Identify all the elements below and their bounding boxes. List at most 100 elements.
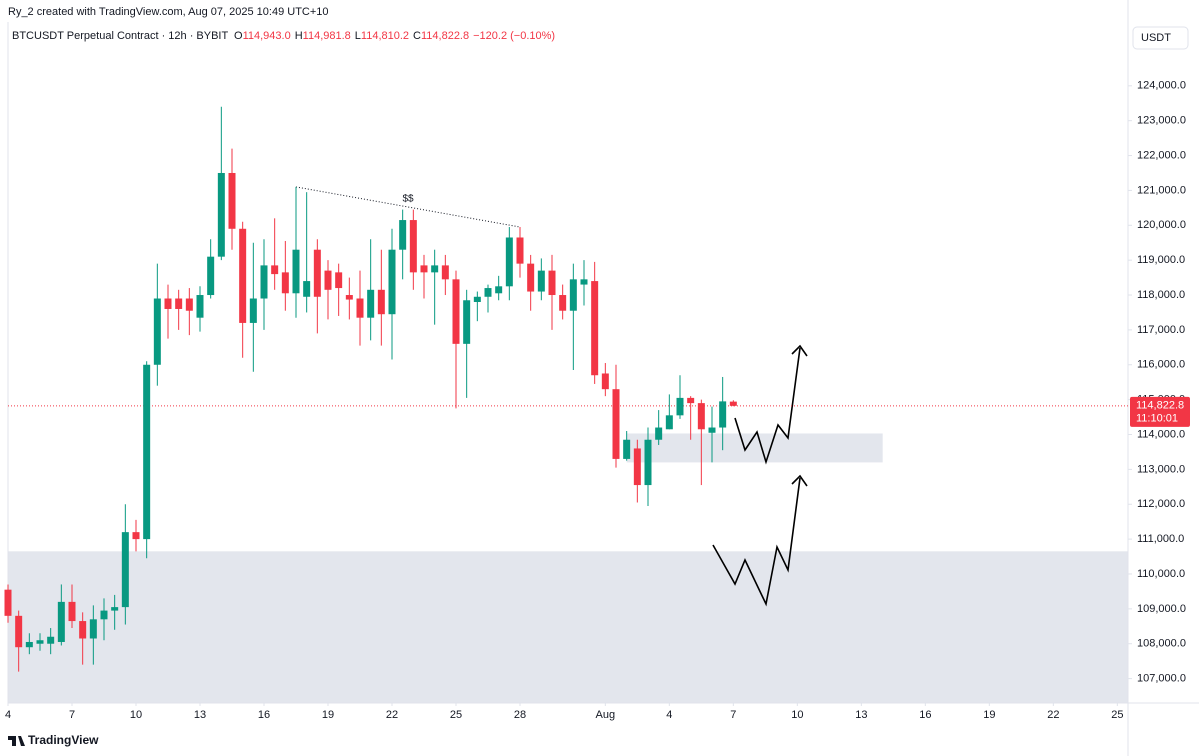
candle-body <box>47 636 55 644</box>
candle-body <box>569 279 577 311</box>
last-price-label: 114,822.8 <box>1136 400 1184 412</box>
candle-body <box>601 373 609 390</box>
arrow-lower <box>712 477 801 607</box>
x-tick-label: Aug <box>596 709 616 721</box>
candle-body <box>644 439 652 486</box>
projection-arrows <box>712 344 808 607</box>
candle-body <box>281 272 289 294</box>
candle-body <box>420 265 428 273</box>
candle-body <box>100 610 108 620</box>
candle-body <box>217 172 225 257</box>
x-tick-label: 16 <box>258 709 270 721</box>
x-tick-label: 22 <box>386 709 398 721</box>
zone <box>626 433 883 463</box>
x-tick-label: 13 <box>194 709 206 721</box>
candle-body <box>431 265 439 273</box>
candle-body <box>196 295 204 318</box>
y-tick-label: 116,000.0 <box>1137 359 1185 371</box>
candle-body <box>79 621 87 639</box>
y-tick-label: 119,000.0 <box>1137 254 1185 266</box>
x-tick-label: 19 <box>983 709 995 721</box>
y-tick-label: 121,000.0 <box>1137 184 1186 196</box>
ohlc-label: H <box>295 30 303 42</box>
candle-body <box>473 296 481 303</box>
x-tick-label: 4 <box>666 709 672 721</box>
candle-body <box>335 272 343 289</box>
ohlc-value: 114,822.8 <box>421 30 469 42</box>
candle-body <box>537 270 545 292</box>
candle-body <box>25 641 33 648</box>
x-tick-label: 13 <box>855 709 867 721</box>
candle-body <box>143 364 151 540</box>
ohlc-value: 114,943.0 <box>243 30 291 42</box>
candle-body <box>345 295 353 300</box>
candle-body <box>580 279 588 285</box>
candle-body <box>591 281 599 376</box>
x-tick-label: 22 <box>1047 709 1059 721</box>
candle-body <box>516 237 524 264</box>
candle-body <box>228 172 236 229</box>
y-tick-label: 118,000.0 <box>1137 289 1185 301</box>
ohlc-label: L <box>355 30 361 42</box>
candle-body <box>559 295 567 311</box>
candle-body <box>719 401 727 428</box>
candle-body <box>207 256 215 296</box>
candle-body <box>175 298 183 309</box>
arrowhead-lower <box>791 474 808 487</box>
candle-body <box>121 532 129 608</box>
candle-body <box>399 220 407 250</box>
candle-body <box>57 601 65 642</box>
zone <box>8 551 1128 703</box>
candle-body <box>409 220 417 273</box>
currency-label: USDT <box>1141 32 1171 44</box>
countdown: 11:10:01 <box>1136 413 1178 425</box>
candle-body <box>271 265 279 275</box>
candle-body <box>303 281 311 297</box>
y-tick-label: 112,000.0 <box>1137 498 1185 510</box>
candle-body <box>687 397 695 404</box>
candle-body <box>111 607 119 611</box>
logo-mark <box>8 736 25 746</box>
trendline-label: $$ <box>402 194 414 205</box>
y-tick-label: 123,000.0 <box>1137 115 1186 127</box>
x-tick-label: 7 <box>69 709 75 721</box>
candle-body <box>452 279 460 344</box>
y-tick-label: 110,000.0 <box>1137 568 1185 580</box>
candle-body <box>153 298 161 365</box>
candle-body <box>377 289 385 315</box>
x-tick-label: 28 <box>514 709 526 721</box>
change: −120.2 (−0.10%) <box>473 30 555 42</box>
y-tick-label: 117,000.0 <box>1137 324 1185 336</box>
x-tick-label: 25 <box>1111 709 1123 721</box>
last-price-box <box>1130 396 1190 427</box>
y-tick-label: 124,000.0 <box>1137 80 1186 92</box>
ohlc-value: 114,981.8 <box>303 30 351 42</box>
candle-body <box>68 601 76 622</box>
currency-button[interactable] <box>1132 26 1189 50</box>
symbol: BTCUSDT Perpetual Contract · 12h · BYBIT <box>12 30 228 42</box>
attribution: Ry_2 created with TradingView.com, Aug 0… <box>8 6 329 18</box>
candle-body <box>441 265 449 280</box>
candle-body <box>185 298 193 311</box>
trendline <box>295 186 521 228</box>
y-tick-label: 122,000.0 <box>1137 149 1186 161</box>
x-tick-label: 10 <box>130 709 142 721</box>
candle-body <box>612 389 620 459</box>
candle-body <box>313 249 321 297</box>
x-tick-label: 25 <box>450 709 462 721</box>
candle-body <box>36 640 44 644</box>
candle-body <box>633 448 641 486</box>
y-tick-label: 111,000.0 <box>1137 533 1184 545</box>
x-tick-label: 4 <box>5 709 11 721</box>
candle-body <box>132 532 140 540</box>
candle-body <box>249 298 257 323</box>
candle-body <box>367 289 375 318</box>
logo <box>8 736 25 746</box>
candle-body <box>239 228 247 323</box>
candle-body <box>463 300 471 344</box>
ohlc-label: O <box>234 30 243 42</box>
x-tick-label: 16 <box>919 709 931 721</box>
candle-body <box>356 298 364 318</box>
x-tick-label: 10 <box>791 709 803 721</box>
